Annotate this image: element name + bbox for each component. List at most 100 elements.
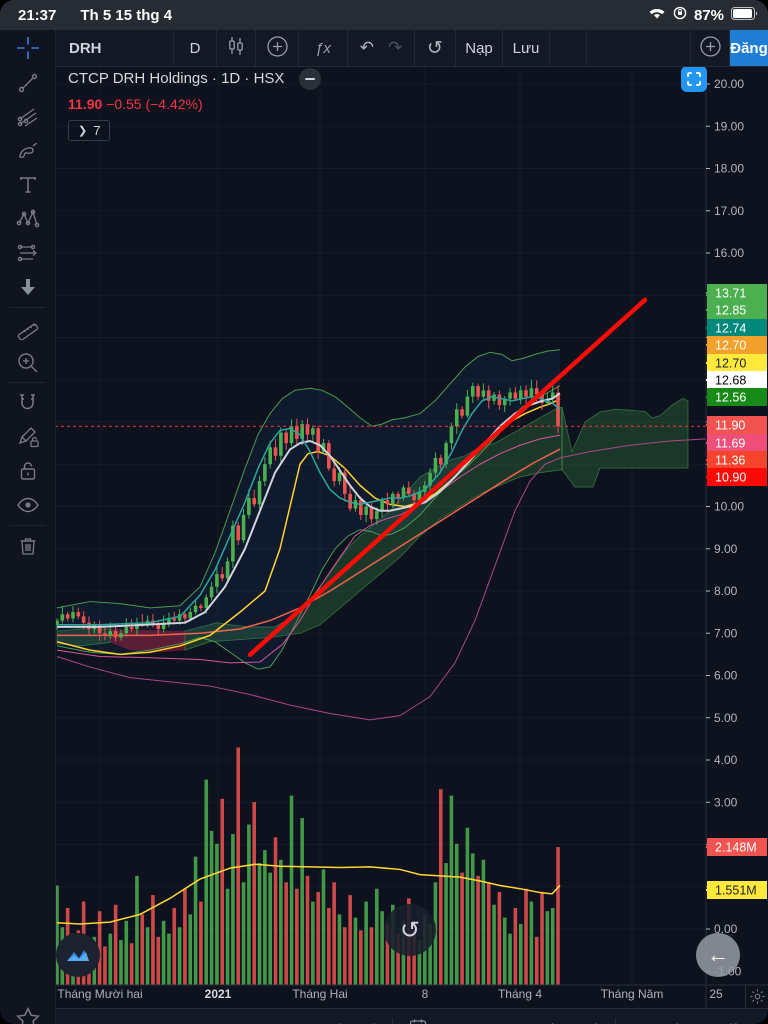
- svg-text:6.00: 6.00: [714, 669, 738, 683]
- svg-text:Tháng Mười hai: Tháng Mười hai: [57, 987, 142, 1001]
- status-bar: 21:37 Th 5 15 thg 4 87%: [0, 0, 768, 30]
- crosshair-tool[interactable]: [0, 30, 55, 66]
- svg-text:1.551M: 1.551M: [715, 884, 757, 898]
- axis-settings-button[interactable]: [745, 985, 768, 1008]
- range-button[interactable]: 1y: [179, 1021, 193, 1024]
- xabcd-pattern-tool[interactable]: [0, 202, 55, 236]
- magnet-tool[interactable]: [0, 386, 55, 420]
- brush-tool[interactable]: [0, 134, 55, 168]
- favorites-star-tool[interactable]: [0, 1006, 55, 1024]
- range-button[interactable]: 5d: [327, 1021, 341, 1024]
- svg-text:4.00: 4.00: [714, 753, 738, 767]
- tradingview-logo[interactable]: [56, 933, 100, 977]
- add-panel-button[interactable]: [690, 30, 730, 66]
- plus-circle-icon: [266, 35, 288, 61]
- collapse-legend-button[interactable]: [298, 68, 321, 90]
- svg-text:Tháng Hai: Tháng Hai: [292, 987, 347, 1001]
- svg-text:17.00: 17.00: [714, 204, 744, 218]
- publish-button[interactable]: Đăng: [730, 30, 768, 66]
- svg-text:8.00: 8.00: [714, 584, 738, 598]
- log-scale-button[interactable]: log: [676, 1021, 693, 1024]
- auto-scale-button[interactable]: tự động: [709, 1021, 754, 1024]
- forecast-tool[interactable]: [0, 236, 55, 270]
- svg-text:12.68: 12.68: [715, 374, 746, 388]
- redo-button[interactable]: ↷: [388, 38, 403, 57]
- svg-text:7.00: 7.00: [714, 626, 738, 640]
- indicators-button[interactable]: ƒx: [299, 30, 348, 66]
- percent-scale-button[interactable]: %: [648, 1021, 660, 1024]
- refresh-button[interactable]: ↺: [415, 30, 456, 66]
- svg-text:Tháng Năm: Tháng Năm: [601, 987, 664, 1001]
- battery-percent: 87%: [693, 6, 724, 24]
- load-layout-button[interactable]: Nạp: [456, 30, 503, 66]
- lock-tool[interactable]: [0, 454, 55, 488]
- save-layout-button[interactable]: Lưu: [503, 30, 550, 66]
- zoom-in-tool[interactable]: [0, 345, 55, 379]
- svg-text:12.74: 12.74: [715, 322, 746, 336]
- reset-chart-button[interactable]: ↺: [384, 904, 436, 956]
- fullscreen-button[interactable]: [681, 66, 707, 92]
- sidebar-divider: [9, 525, 46, 526]
- undo-button[interactable]: ↶: [359, 38, 374, 57]
- symbol-search-button[interactable]: DRH: [55, 30, 174, 66]
- back-button[interactable]: ←: [696, 933, 740, 977]
- svg-text:18.00: 18.00: [714, 162, 744, 176]
- hide-drawings-arrow[interactable]: [0, 270, 55, 304]
- price-chart[interactable]: 20.0019.0018.0017.0016.0015.0014.0013.00…: [55, 66, 768, 1008]
- status-date: Th 5 15 thg 4: [80, 6, 173, 24]
- interval-button[interactable]: D: [174, 30, 217, 66]
- last-price: 11.90: [68, 96, 103, 112]
- range-button[interactable]: 5y: [145, 1021, 159, 1024]
- eye-tool[interactable]: [0, 488, 55, 522]
- chart-style-button[interactable]: [217, 30, 256, 66]
- bottom-toolbar: 5y 1y 6m 3m 1m 5d 1d 21:37:10 (UTC+7) % …: [55, 1008, 768, 1024]
- price-change: −0.55 (−4.42%): [106, 96, 203, 112]
- svg-text:11.69: 11.69: [715, 437, 745, 451]
- chart-legend: CTCP DRH Holdings · 1D · HSX 11.90 −0.55…: [68, 68, 321, 141]
- fullscreen-icon: [687, 72, 701, 86]
- svg-text:2.148M: 2.148M: [715, 841, 757, 855]
- text-tool[interactable]: [0, 168, 55, 202]
- range-button[interactable]: 3m: [251, 1021, 269, 1024]
- indicator-count: 7: [93, 123, 101, 138]
- range-button[interactable]: 1m: [289, 1021, 307, 1024]
- drawing-sidebar: [0, 30, 56, 1024]
- svg-text:8: 8: [422, 987, 429, 1001]
- svg-text:19.00: 19.00: [714, 119, 744, 133]
- toolbar-divider: [391, 1018, 393, 1024]
- wifi-icon: [648, 7, 666, 24]
- svg-text:12.56: 12.56: [715, 391, 746, 405]
- fx-icon: ƒx: [315, 39, 331, 57]
- pitchfork-tool[interactable]: [0, 100, 55, 134]
- clock-timezone[interactable]: 21:37:10 (UTC+7): [495, 1021, 599, 1024]
- chart-title[interactable]: CTCP DRH Holdings · 1D · HSX: [68, 70, 285, 88]
- svg-text:2021: 2021: [205, 987, 232, 1001]
- indicators-toggle[interactable]: ❯ 7: [68, 120, 111, 141]
- svg-text:12.70: 12.70: [715, 339, 746, 353]
- svg-text:12.70: 12.70: [715, 357, 746, 371]
- go-to-date-button[interactable]: [409, 1018, 427, 1024]
- trend-line-tool[interactable]: [0, 66, 55, 100]
- gear-icon: [750, 989, 765, 1004]
- svg-text:11.90: 11.90: [715, 419, 745, 433]
- rotation-lock-icon: [673, 6, 687, 24]
- ruler-tool[interactable]: [0, 311, 55, 345]
- compare-add-button[interactable]: [256, 30, 299, 66]
- range-button[interactable]: 1d: [361, 1021, 375, 1024]
- svg-text:25: 25: [709, 987, 723, 1001]
- battery-icon: [731, 6, 758, 24]
- svg-text:20.00: 20.00: [714, 77, 744, 91]
- draw-lock-tool[interactable]: [0, 420, 55, 454]
- toolbar-divider: [615, 1018, 617, 1024]
- chevron-right-icon: ❯: [78, 125, 88, 137]
- plus-circle-icon: [699, 35, 721, 61]
- svg-text:16.00: 16.00: [714, 246, 744, 260]
- toolbar-spacer: [587, 30, 690, 66]
- trash-tool[interactable]: [0, 529, 55, 563]
- range-button[interactable]: 6m: [212, 1021, 230, 1024]
- sidebar-divider: [9, 382, 46, 383]
- mountain-logo-icon: [67, 950, 89, 961]
- svg-text:11.36: 11.36: [715, 454, 745, 468]
- svg-text:Tháng 4: Tháng 4: [498, 987, 542, 1001]
